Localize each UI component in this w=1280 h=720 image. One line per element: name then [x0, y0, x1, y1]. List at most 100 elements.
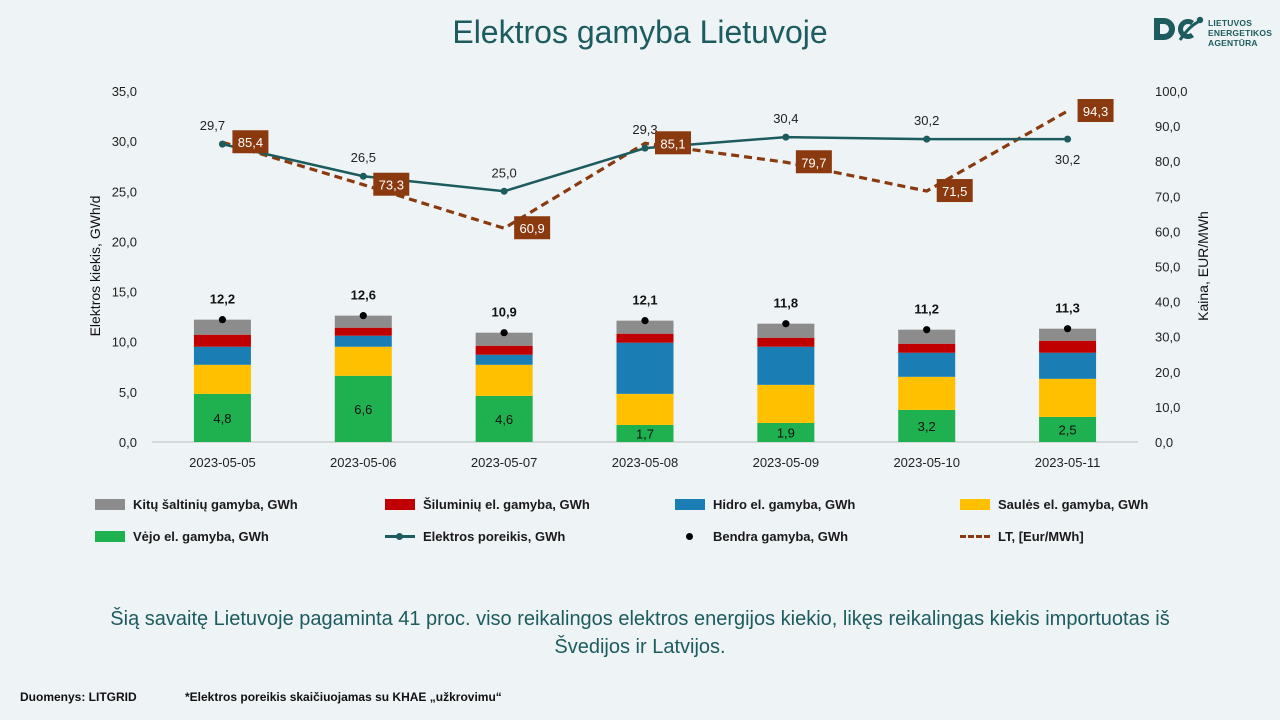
total-point [218, 316, 227, 324]
bar-segment [193, 334, 251, 347]
legend-item: Šiluminių el. gamyba, GWh [385, 497, 590, 512]
chart-title: Elektros gamyba Lietuvoje [452, 14, 828, 50]
y-tick-label: 5,0 [119, 385, 137, 400]
bar-segment [1039, 378, 1097, 417]
y-tick-label: 20,0 [112, 234, 137, 249]
bar-segment [475, 332, 533, 346]
y2-tick-label: 30,0 [1155, 330, 1180, 345]
x-tick-label: 2023-05-09 [753, 455, 820, 470]
demand-point [500, 187, 508, 195]
bar-segment [1039, 416, 1097, 442]
demand-point [359, 172, 367, 180]
total-point [500, 329, 508, 337]
legend-item: Elektros poreikis, GWh [385, 529, 565, 544]
legend-swatch [385, 499, 415, 510]
legend-label: Bendra gamyba, GWh [713, 529, 849, 544]
legend-label: LT, [Eur/MWh] [998, 529, 1084, 544]
price-data-label: 85,4 [238, 135, 263, 150]
bar-segment [616, 342, 674, 394]
legend-swatch [675, 531, 705, 542]
y2-tick-label: 100,0 [1155, 84, 1188, 99]
legend-label: Hidro el. gamyba, GWh [713, 497, 856, 512]
legend-swatch [960, 499, 990, 510]
caption-line-1: Šią savaitę Lietuvoje pagaminta 41 proc.… [110, 608, 1170, 630]
x-tick-label: 2023-05-10 [893, 455, 960, 470]
bar-segment [616, 393, 674, 425]
bar-segment [475, 364, 533, 396]
legend-item: Vėjo el. gamyba, GWh [95, 529, 269, 544]
total-point [782, 320, 790, 328]
price-data-label: 71,5 [942, 184, 967, 199]
total-data-label: 11,2 [914, 302, 939, 317]
total-data-label: 11,8 [774, 296, 799, 311]
y-tick-label: 15,0 [112, 285, 137, 300]
y2-tick-label: 80,0 [1155, 154, 1180, 169]
total-point [359, 312, 367, 320]
y-tick-label: 25,0 [112, 184, 137, 199]
price-data-label: 73,3 [379, 178, 404, 193]
price-data-label: 85,1 [660, 136, 685, 151]
logo-mark-icon [1154, 16, 1204, 41]
demand-data-label: 26,5 [351, 150, 376, 165]
demand-point [1064, 135, 1072, 143]
y-tick-label: 0,0 [119, 435, 137, 450]
price-label-box [232, 130, 269, 154]
legend-label: Elektros poreikis, GWh [423, 529, 566, 544]
chart-plot: 0,0 5,0 10,0 15,0 20,0 25,0 30,0 35,0 0,0 10,0 20,… [87, 84, 1211, 470]
price-label-box [795, 150, 832, 174]
legend-swatch [675, 499, 705, 510]
bar-data-label: 4,8 [213, 411, 231, 426]
y2-tick-label: 60,0 [1155, 224, 1180, 239]
total-point [641, 317, 649, 325]
y2-tick-label: 10,0 [1155, 400, 1180, 415]
bar-segment [193, 364, 251, 394]
legend-item: Hidro el. gamyba, GWh [675, 497, 855, 512]
legend-swatch [95, 499, 125, 510]
bar-segment [1039, 328, 1097, 341]
total-point [923, 326, 931, 334]
bar-segment [616, 320, 674, 334]
footnote: *Elektros poreikis skaičiuojamas su KHAE… [185, 690, 502, 704]
data-source: Duomenys: LITGRID [20, 690, 137, 704]
summary-caption: Šią savaitę Lietuvoje pagaminta 41 proc.… [40, 605, 1240, 661]
bar-segment [334, 335, 392, 347]
legend-label: Kitų šaltinių gamyba, GWh [133, 497, 298, 512]
bar-segment [898, 343, 956, 353]
bar-segment [757, 323, 815, 338]
bar-data-label: 3,2 [918, 419, 936, 434]
total-data-label: 10,9 [491, 305, 516, 320]
bar-segment [757, 346, 815, 385]
x-tick-label: 2023-05-11 [1035, 455, 1101, 470]
demand-data-label: 30,4 [773, 111, 798, 126]
y-tick-label: 10,0 [112, 335, 137, 350]
bar-data-label: 4,6 [495, 412, 513, 427]
bar-segment [757, 422, 815, 442]
demand-point [923, 135, 931, 143]
bar-segment [193, 346, 251, 365]
y2-tick-label: 50,0 [1155, 260, 1180, 275]
legend-swatch [385, 531, 415, 542]
bar-segment [1039, 340, 1097, 353]
demand-data-label: 30,2 [914, 113, 939, 128]
x-tick-label: 2023-05-08 [612, 455, 679, 470]
logo-line-2: ENERGETIKOS [1208, 28, 1273, 38]
logo-line-1: LIETUVOS [1208, 18, 1253, 28]
bar-segment [616, 424, 674, 442]
price-label-box [1077, 99, 1114, 123]
total-data-label: 11,3 [1055, 301, 1080, 316]
bar-segment [193, 393, 251, 442]
caption-line-2: Švedijos ir Latvijos. [554, 636, 726, 658]
demand-data-label: 29,3 [632, 122, 657, 137]
bar-segment [898, 376, 956, 410]
logo: LIETUVOS ENERGETIKOS AGENTŪRA [1150, 14, 1275, 54]
x-tick-label: 2023-05-05 [189, 455, 256, 470]
demand-data-label: 25,0 [491, 165, 516, 180]
total-data-label: 12,6 [351, 288, 376, 303]
bar-segment [334, 315, 392, 328]
bar-data-label: 1,7 [636, 426, 654, 441]
price-data-label: 60,9 [519, 221, 544, 236]
demand-point [782, 133, 790, 141]
y2-tick-label: 90,0 [1155, 119, 1180, 134]
price-label-box [373, 172, 410, 196]
logo-line-3: AGENTŪRA [1208, 38, 1258, 48]
